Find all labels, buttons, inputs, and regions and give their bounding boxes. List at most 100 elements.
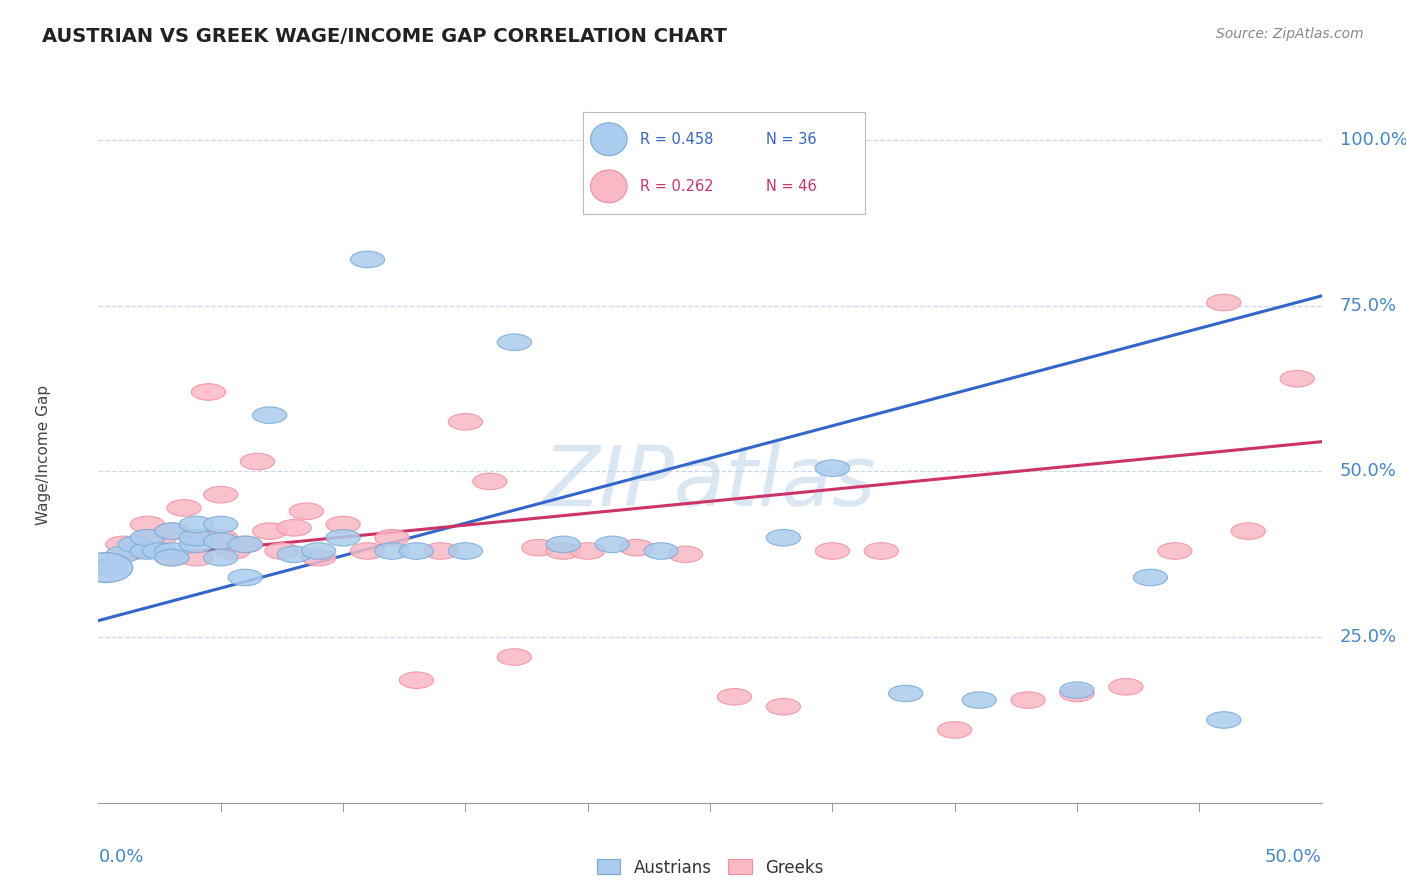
Ellipse shape xyxy=(290,503,323,519)
Ellipse shape xyxy=(253,407,287,424)
Ellipse shape xyxy=(142,530,177,546)
Ellipse shape xyxy=(546,536,581,553)
Ellipse shape xyxy=(155,523,188,540)
Ellipse shape xyxy=(449,542,482,559)
Ellipse shape xyxy=(142,542,177,559)
Text: Wage/Income Gap: Wage/Income Gap xyxy=(37,384,51,525)
Ellipse shape xyxy=(498,648,531,665)
Ellipse shape xyxy=(228,536,263,553)
Ellipse shape xyxy=(522,540,555,556)
Text: AUSTRIAN VS GREEK WAGE/INCOME GAP CORRELATION CHART: AUSTRIAN VS GREEK WAGE/INCOME GAP CORREL… xyxy=(42,27,727,45)
Ellipse shape xyxy=(228,536,263,553)
Ellipse shape xyxy=(277,519,311,536)
Ellipse shape xyxy=(253,523,287,540)
Text: 50.0%: 50.0% xyxy=(1265,848,1322,866)
Text: N = 46: N = 46 xyxy=(766,179,817,194)
Ellipse shape xyxy=(79,553,132,582)
Ellipse shape xyxy=(1060,685,1094,702)
Ellipse shape xyxy=(155,549,188,566)
Ellipse shape xyxy=(766,698,800,715)
Ellipse shape xyxy=(94,559,128,576)
Ellipse shape xyxy=(399,672,433,689)
Ellipse shape xyxy=(766,530,800,546)
Ellipse shape xyxy=(889,685,922,702)
Ellipse shape xyxy=(449,414,482,430)
Ellipse shape xyxy=(131,542,165,559)
Ellipse shape xyxy=(591,170,627,202)
Ellipse shape xyxy=(962,692,997,708)
Ellipse shape xyxy=(131,516,165,533)
Text: 25.0%: 25.0% xyxy=(1340,628,1398,646)
Ellipse shape xyxy=(1206,712,1241,728)
Ellipse shape xyxy=(644,542,678,559)
Ellipse shape xyxy=(350,252,385,268)
Ellipse shape xyxy=(179,530,214,546)
Ellipse shape xyxy=(571,542,605,559)
Ellipse shape xyxy=(204,549,238,566)
Ellipse shape xyxy=(375,542,409,559)
Ellipse shape xyxy=(105,546,141,563)
Ellipse shape xyxy=(326,530,360,546)
Ellipse shape xyxy=(591,123,627,155)
Legend: Austrians, Greeks: Austrians, Greeks xyxy=(589,850,831,885)
Ellipse shape xyxy=(1279,370,1315,387)
Ellipse shape xyxy=(399,542,433,559)
Ellipse shape xyxy=(191,384,225,401)
Text: ZIPatlas: ZIPatlas xyxy=(543,442,877,524)
Ellipse shape xyxy=(1060,681,1094,698)
Ellipse shape xyxy=(131,530,165,546)
Ellipse shape xyxy=(326,516,360,533)
Ellipse shape xyxy=(204,533,238,549)
Ellipse shape xyxy=(375,530,409,546)
Ellipse shape xyxy=(1232,523,1265,540)
Text: Source: ZipAtlas.com: Source: ZipAtlas.com xyxy=(1216,27,1364,41)
Ellipse shape xyxy=(179,516,214,533)
Ellipse shape xyxy=(350,542,385,559)
Ellipse shape xyxy=(546,542,581,559)
Ellipse shape xyxy=(179,536,214,553)
Ellipse shape xyxy=(204,516,238,533)
Ellipse shape xyxy=(264,542,299,559)
Ellipse shape xyxy=(155,523,188,540)
Ellipse shape xyxy=(131,533,165,549)
Ellipse shape xyxy=(240,453,274,470)
Text: 0.0%: 0.0% xyxy=(98,848,143,866)
Ellipse shape xyxy=(423,542,458,559)
Text: 50.0%: 50.0% xyxy=(1340,462,1398,481)
Ellipse shape xyxy=(155,542,188,559)
Ellipse shape xyxy=(167,500,201,516)
Ellipse shape xyxy=(118,542,152,559)
Ellipse shape xyxy=(179,530,214,546)
Ellipse shape xyxy=(717,689,752,705)
Ellipse shape xyxy=(204,486,238,503)
Ellipse shape xyxy=(217,542,250,559)
Ellipse shape xyxy=(1011,692,1045,708)
Ellipse shape xyxy=(301,549,336,566)
Ellipse shape xyxy=(1133,569,1167,586)
Ellipse shape xyxy=(301,542,336,559)
Ellipse shape xyxy=(228,569,263,586)
Ellipse shape xyxy=(277,546,311,563)
Ellipse shape xyxy=(1206,294,1241,310)
Text: R = 0.458: R = 0.458 xyxy=(640,132,713,146)
Ellipse shape xyxy=(815,542,849,559)
Ellipse shape xyxy=(155,549,188,566)
Ellipse shape xyxy=(938,722,972,739)
Text: 75.0%: 75.0% xyxy=(1340,297,1398,315)
Ellipse shape xyxy=(1109,679,1143,695)
Ellipse shape xyxy=(472,473,508,490)
Ellipse shape xyxy=(179,549,214,566)
Ellipse shape xyxy=(865,542,898,559)
Ellipse shape xyxy=(118,536,152,553)
Ellipse shape xyxy=(595,536,630,553)
Ellipse shape xyxy=(1157,542,1192,559)
Ellipse shape xyxy=(204,530,238,546)
Ellipse shape xyxy=(668,546,703,563)
Ellipse shape xyxy=(815,460,849,476)
Text: N = 36: N = 36 xyxy=(766,132,817,146)
Text: R = 0.262: R = 0.262 xyxy=(640,179,713,194)
Ellipse shape xyxy=(620,540,654,556)
Ellipse shape xyxy=(498,334,531,351)
Text: 100.0%: 100.0% xyxy=(1340,131,1406,149)
Ellipse shape xyxy=(105,536,141,553)
